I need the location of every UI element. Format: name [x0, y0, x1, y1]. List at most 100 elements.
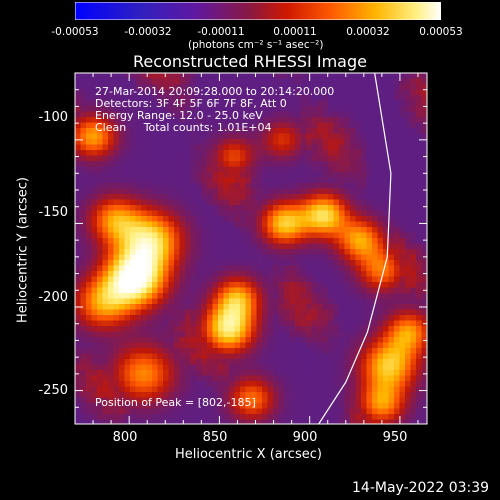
- heatmap-cell: [163, 210, 169, 217]
- heatmap-cell: [350, 210, 356, 217]
- heatmap-cell: [388, 249, 395, 255]
- heatmap-cell: [355, 359, 362, 365]
- heatmap-cell: [322, 375, 329, 382]
- heatmap-cell: [377, 216, 384, 222]
- heatmap-cell: [267, 89, 274, 96]
- heatmap-cell: [196, 386, 202, 393]
- heatmap-cell: [295, 221, 301, 228]
- heatmap-cell: [372, 265, 378, 272]
- heatmap-cell: [333, 100, 340, 107]
- heatmap-cell: [394, 408, 400, 415]
- heatmap-cell: [146, 397, 153, 404]
- heatmap-cell: [102, 375, 109, 382]
- heatmap-cell: [86, 403, 92, 409]
- heatmap-cell: [295, 298, 301, 305]
- heatmap-cell: [394, 210, 400, 217]
- heatmap-cell: [344, 84, 351, 90]
- heatmap-cell: [333, 199, 340, 206]
- heatmap-cell: [174, 139, 180, 145]
- heatmap-cell: [405, 298, 411, 305]
- heatmap-cell: [410, 128, 417, 134]
- heatmap-cell: [102, 370, 109, 376]
- heatmap-cell: [322, 128, 329, 134]
- heatmap-cell: [355, 199, 362, 206]
- heatmap-cell: [234, 117, 241, 123]
- heatmap-cell: [322, 320, 329, 327]
- heatmap-cell: [152, 249, 158, 255]
- heatmap-cell: [229, 227, 235, 233]
- heatmap-cell: [207, 326, 213, 332]
- heatmap-cell: [130, 331, 136, 338]
- heatmap-cell: [135, 408, 142, 415]
- heatmap-cell: [311, 155, 318, 162]
- heatmap-cell: [130, 73, 136, 79]
- heatmap-cell: [229, 95, 235, 101]
- peak-position-text: Position of Peak = [802,-185]: [95, 396, 256, 409]
- heatmap-cell: [350, 95, 356, 101]
- heatmap-cell: [383, 304, 389, 310]
- heatmap-cell: [152, 326, 158, 332]
- heatmap-cell: [328, 216, 334, 222]
- heatmap-cell: [130, 359, 136, 365]
- heatmap-cell: [190, 89, 197, 96]
- heatmap-cell: [333, 331, 340, 338]
- heatmap-cell: [196, 375, 202, 382]
- heatmap-cell: [102, 150, 109, 156]
- heatmap-cell: [394, 342, 400, 349]
- heatmap-cell: [284, 133, 290, 140]
- heatmap-cell: [377, 381, 384, 387]
- heatmap-cell: [234, 309, 241, 316]
- heatmap-cell: [377, 133, 384, 140]
- heatmap-cell: [108, 260, 114, 266]
- heatmap-cell: [108, 232, 114, 239]
- heatmap-cell: [333, 364, 340, 371]
- heatmap-cell: [416, 419, 422, 424]
- heatmap-cell: [130, 172, 136, 178]
- heatmap-cell: [372, 161, 378, 167]
- heatmap-cell: [223, 161, 230, 167]
- heatmap-cell: [350, 144, 356, 151]
- heatmap-cell: [201, 205, 208, 211]
- heatmap-cell: [86, 73, 92, 79]
- heatmap-cell: [245, 386, 252, 393]
- heatmap-cell: [421, 403, 427, 409]
- heatmap-cell: [212, 375, 219, 382]
- heatmap-cell: [350, 166, 356, 173]
- heatmap-cell: [157, 392, 164, 398]
- heatmap-cell: [372, 392, 378, 398]
- heatmap-cell: [388, 254, 395, 261]
- heatmap-cell: [234, 293, 241, 299]
- heatmap-cell: [289, 243, 296, 250]
- heatmap-cell: [163, 89, 169, 96]
- heatmap-cell: [141, 282, 147, 288]
- heatmap-cell: [383, 342, 389, 349]
- heatmap-cell: [174, 106, 180, 112]
- heatmap-cell: [350, 337, 356, 343]
- heatmap-cell: [201, 161, 208, 167]
- heatmap-cell: [333, 172, 340, 178]
- heatmap-cell: [289, 117, 296, 123]
- heatmap-cell: [350, 353, 356, 360]
- heatmap-cell: [251, 150, 257, 156]
- heatmap-cell: [350, 183, 356, 189]
- heatmap-cell: [185, 210, 191, 217]
- heatmap-cell: [394, 271, 400, 277]
- heatmap-cell: [168, 172, 175, 178]
- heatmap-cell: [339, 133, 345, 140]
- heatmap-cell: [163, 419, 169, 424]
- heatmap-cell: [361, 342, 367, 349]
- heatmap-cell: [234, 100, 241, 107]
- heatmap-cell: [212, 199, 219, 206]
- heatmap-cell: [278, 188, 285, 195]
- heatmap-cell: [80, 370, 87, 376]
- heatmap-cell: [399, 419, 406, 424]
- heatmap-cell: [124, 375, 131, 382]
- heatmap-cell: [75, 155, 81, 162]
- heatmap-cell: [102, 95, 109, 101]
- heatmap-cell: [377, 89, 384, 96]
- heatmap-cell: [223, 254, 230, 261]
- heatmap-cell: [196, 271, 202, 277]
- heatmap-cell: [130, 155, 136, 162]
- heatmap-cell: [229, 221, 235, 228]
- heatmap-cell: [212, 238, 219, 244]
